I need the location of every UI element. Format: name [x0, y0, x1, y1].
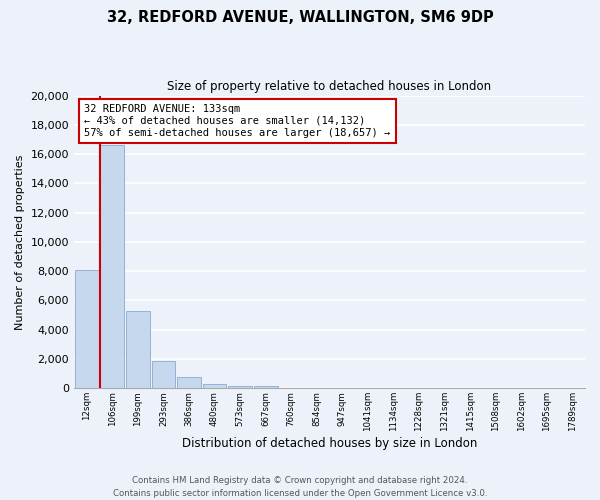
Text: 32, REDFORD AVENUE, WALLINGTON, SM6 9DP: 32, REDFORD AVENUE, WALLINGTON, SM6 9DP — [107, 10, 493, 25]
Bar — [254, 386, 278, 388]
Bar — [177, 377, 201, 388]
X-axis label: Distribution of detached houses by size in London: Distribution of detached houses by size … — [182, 437, 477, 450]
Bar — [126, 310, 150, 388]
Bar — [152, 361, 175, 388]
Text: Contains HM Land Registry data © Crown copyright and database right 2024.
Contai: Contains HM Land Registry data © Crown c… — [113, 476, 487, 498]
Bar — [228, 386, 252, 388]
Bar — [203, 384, 226, 388]
Bar — [100, 146, 124, 388]
Bar — [75, 270, 98, 388]
Y-axis label: Number of detached properties: Number of detached properties — [15, 154, 25, 330]
Text: 32 REDFORD AVENUE: 133sqm
← 43% of detached houses are smaller (14,132)
57% of s: 32 REDFORD AVENUE: 133sqm ← 43% of detac… — [84, 104, 391, 138]
Title: Size of property relative to detached houses in London: Size of property relative to detached ho… — [167, 80, 491, 93]
